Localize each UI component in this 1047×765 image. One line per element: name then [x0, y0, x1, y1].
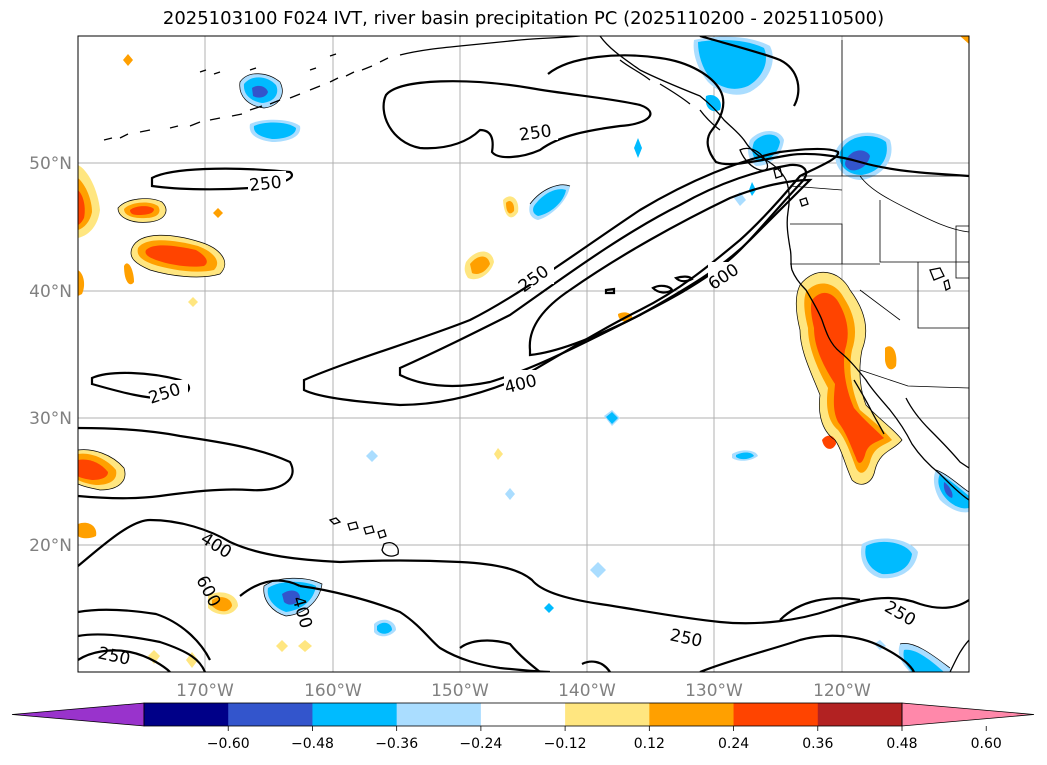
colorbar-tick-label: 0.12 — [634, 736, 665, 752]
colorbar-segment — [649, 703, 735, 726]
map-frame — [77, 35, 970, 673]
lon-label: 120°W — [813, 681, 871, 701]
colorbar-segment — [480, 703, 566, 726]
lon-label: 160°W — [304, 681, 362, 701]
lon-label: 140°W — [558, 681, 616, 701]
colorbar-segment — [144, 703, 229, 726]
lat-label: 30°N — [29, 409, 72, 429]
colorbar-outline — [143, 702, 903, 727]
colorbar-tick-label: 0.60 — [971, 736, 1002, 752]
colorbar-tick-label: 0.48 — [886, 736, 917, 752]
precip-contour-outlines — [78, 73, 969, 669]
lon-label: 150°W — [431, 681, 489, 701]
precip-negative-shading — [239, 36, 969, 672]
colorbar-segment — [396, 703, 482, 726]
latitude-labels: 50°N 40°N 30°N 20°N — [29, 154, 72, 556]
colorbar-segment — [817, 703, 903, 726]
ivt-contours — [78, 36, 969, 672]
ivt-label: 250 — [248, 173, 282, 196]
ivt-label: 250 — [518, 121, 553, 145]
longitude-labels: 170°W 160°W 150°W 140°W 130°W 120°W — [176, 681, 871, 701]
political-borders — [789, 40, 969, 389]
colorbar-tick-label: 0.36 — [802, 736, 833, 752]
colorbar-segment — [228, 703, 313, 726]
colorbar: −0.60 −0.48 −0.36 −0.24 −0.12 0.12 0.24 0.36 0.4… — [11, 702, 1035, 752]
colorbar-tick-label: −0.60 — [207, 736, 250, 752]
lat-label: 40°N — [29, 282, 72, 302]
colorbar-tick-label: −0.36 — [375, 736, 418, 752]
colorbar-tick-label: 0.24 — [718, 736, 749, 752]
colorbar-tick-label: −0.24 — [459, 736, 502, 752]
map-title: 2025103100 F024 IVT, river basin precipi… — [162, 8, 885, 29]
colorbar-segment — [733, 703, 819, 726]
lon-label: 130°W — [685, 681, 743, 701]
colorbar-extend-min — [11, 702, 145, 727]
lon-label: 170°W — [176, 681, 234, 701]
colorbar-segment — [565, 703, 650, 726]
colorbar-tick-label: −0.12 — [544, 736, 587, 752]
colorbar-segment — [312, 703, 398, 726]
lat-label: 20°N — [29, 536, 72, 556]
lat-label: 50°N — [29, 154, 72, 174]
map-panel — [78, 36, 969, 672]
coastlines — [103, 36, 969, 672]
colorbar-extend-max — [901, 702, 1035, 727]
colorbar-tick-label: −0.48 — [291, 736, 334, 752]
